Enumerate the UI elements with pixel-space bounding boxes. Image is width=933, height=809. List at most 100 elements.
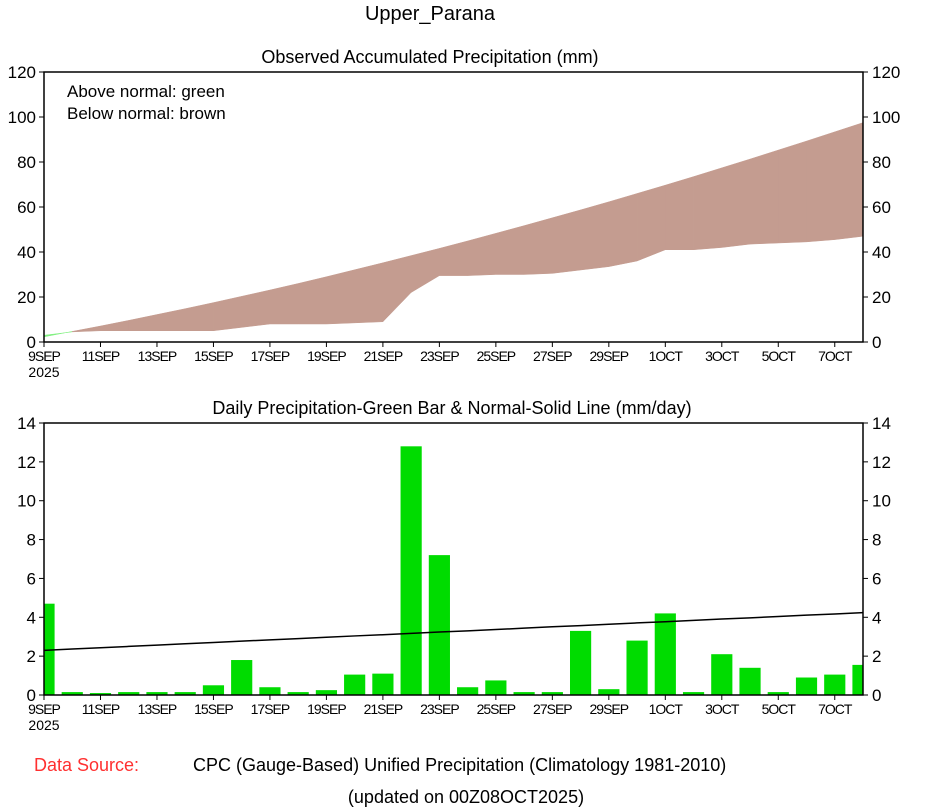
bars xyxy=(44,446,863,695)
bottom-ytick-label-right: 6 xyxy=(872,569,881,588)
below-normal-area xyxy=(693,167,723,251)
top-xtick-label: 29SEP xyxy=(590,348,629,364)
daily-bar xyxy=(485,680,507,695)
bottom-ytick-label-left: 6 xyxy=(27,569,36,588)
bottom-ytick-label-right: 8 xyxy=(872,531,881,550)
top-chart-title: Observed Accumulated Precipitation (mm) xyxy=(261,47,598,67)
below-normal-area xyxy=(721,158,751,248)
daily-bar xyxy=(61,692,83,695)
daily-bar xyxy=(174,692,196,695)
top-ytick-label-right: 0 xyxy=(872,333,881,352)
bottom-ytick-label-right: 12 xyxy=(872,453,891,472)
bottom-ytick-label-right: 0 xyxy=(872,686,881,705)
below-normal-area xyxy=(156,308,186,331)
top-xtick-label: 9SEP xyxy=(28,348,60,364)
daily-chart: 0 0 2 2 4 4 6 6 8 8 10 10 12 12 14 14 9SEP 11SEP 13SEP 15SE… xyxy=(17,414,891,733)
top-xtick-label: 3OCT xyxy=(705,348,740,364)
below-normal-area xyxy=(410,248,440,293)
bottom-xtick-label: 23SEP xyxy=(420,701,459,717)
below-normal-area xyxy=(495,225,525,275)
top-year-label: 2025 xyxy=(28,364,59,380)
top-ytick-label-left: 80 xyxy=(17,153,36,172)
above-normal-area xyxy=(43,331,73,338)
daily-bar xyxy=(569,630,592,695)
bottom-ytick-label-left: 8 xyxy=(27,531,36,550)
bottom-ytick-label-left: 0 xyxy=(27,686,36,705)
below-normal-area xyxy=(354,262,384,324)
bottom-xtick-label: 15SEP xyxy=(194,701,233,717)
bottom-xtick-label: 29SEP xyxy=(590,701,629,717)
bottom-xtick-label: 3OCT xyxy=(705,701,740,717)
bottom-xtick-label: 25SEP xyxy=(477,701,516,717)
below-normal-area xyxy=(608,193,638,267)
legend-below: Below normal: brown xyxy=(67,104,226,123)
bottom-xtick-label: 21SEP xyxy=(364,701,403,717)
top-ytick-label-right: 80 xyxy=(872,153,891,172)
below-normal-area xyxy=(382,255,412,323)
top-ytick-label-left: 60 xyxy=(17,198,36,217)
main-title: Upper_Parana xyxy=(365,3,496,25)
bottom-xtick-label: 19SEP xyxy=(307,701,346,717)
top-xtick-label: 15SEP xyxy=(194,348,233,364)
top-xtick-label: 11SEP xyxy=(82,348,120,364)
bottom-xtick-label: 11SEP xyxy=(82,701,120,717)
bottom-xtick-label: 27SEP xyxy=(533,701,572,717)
top-ytick-label-right: 60 xyxy=(872,198,891,217)
top-ytick-label-left: 40 xyxy=(17,243,36,262)
below-normal-area xyxy=(523,217,553,275)
daily-bar xyxy=(428,555,450,695)
daily-bar xyxy=(89,693,112,695)
bottom-ytick-label-right: 10 xyxy=(872,492,891,511)
daily-bar xyxy=(711,654,733,695)
top-xtick-label: 7OCT xyxy=(818,348,853,364)
bottom-ytick-label-right: 4 xyxy=(872,608,881,627)
below-normal-area xyxy=(71,325,101,333)
below-normal-area xyxy=(269,283,299,325)
top-xtick-label: 13SEP xyxy=(138,348,177,364)
top-ytick-label-left: 120 xyxy=(8,63,36,82)
bottom-ytick-label-left: 4 xyxy=(27,608,36,627)
daily-bar xyxy=(400,446,422,695)
bottom-plot-frame xyxy=(43,422,864,696)
top-xtick-label: 19SEP xyxy=(307,348,346,364)
top-ytick-label-right: 40 xyxy=(872,243,891,262)
daily-bar xyxy=(598,689,620,695)
data-source-label: Data Source: xyxy=(34,755,139,775)
bottom-xtick-label: 13SEP xyxy=(138,701,177,717)
top-ytick-label-left: 0 xyxy=(27,333,36,352)
below-normal-area xyxy=(297,276,327,325)
below-normal-area xyxy=(241,289,271,328)
bottom-ytick-label-left: 14 xyxy=(17,414,36,433)
accum-chart: 0 0 20 20 40 40 60 60 80 80 100 100 120 120 9SEP 11SEP 1… xyxy=(8,63,901,380)
below-normal-area xyxy=(806,131,836,243)
top-xtick-label: 25SEP xyxy=(477,348,516,364)
below-normal-area xyxy=(580,201,610,271)
bottom-ytick-label-right: 2 xyxy=(872,647,881,666)
daily-bar xyxy=(372,673,394,695)
below-normal-area xyxy=(213,296,242,332)
updated-text: (updated on 00Z08OCT2025) xyxy=(348,787,584,807)
bottom-xtick-label: 5OCT xyxy=(762,701,797,717)
top-ytick-label-left: 20 xyxy=(17,288,36,307)
daily-bar xyxy=(795,677,818,695)
below-normal-area xyxy=(326,269,355,325)
bottom-year-label: 2025 xyxy=(28,717,59,733)
normal-line xyxy=(43,611,864,652)
bottom-ytick-label-right: 14 xyxy=(872,414,891,433)
below-normal-area xyxy=(467,232,497,276)
daily-bar xyxy=(202,685,225,695)
bottom-chart-title: Daily Precipitation-Green Bar & Normal-S… xyxy=(212,398,691,418)
top-ytick-label-left: 100 xyxy=(8,108,36,127)
daily-bar xyxy=(654,613,676,695)
daily-bar xyxy=(457,687,479,695)
daily-bar xyxy=(852,664,863,695)
data-source-text: CPC (Gauge-Based) Unified Precipitation … xyxy=(193,755,726,775)
daily-bar xyxy=(259,687,281,695)
bottom-ytick-label-left: 2 xyxy=(27,647,36,666)
top-xtick-label: 17SEP xyxy=(251,348,290,364)
below-normal-area xyxy=(128,314,158,331)
bottom-ytick-label-left: 12 xyxy=(17,453,36,472)
top-ytick-label-right: 100 xyxy=(872,108,900,127)
bottom-xtick-label: 1OCT xyxy=(649,701,684,717)
daily-bar xyxy=(513,692,535,695)
